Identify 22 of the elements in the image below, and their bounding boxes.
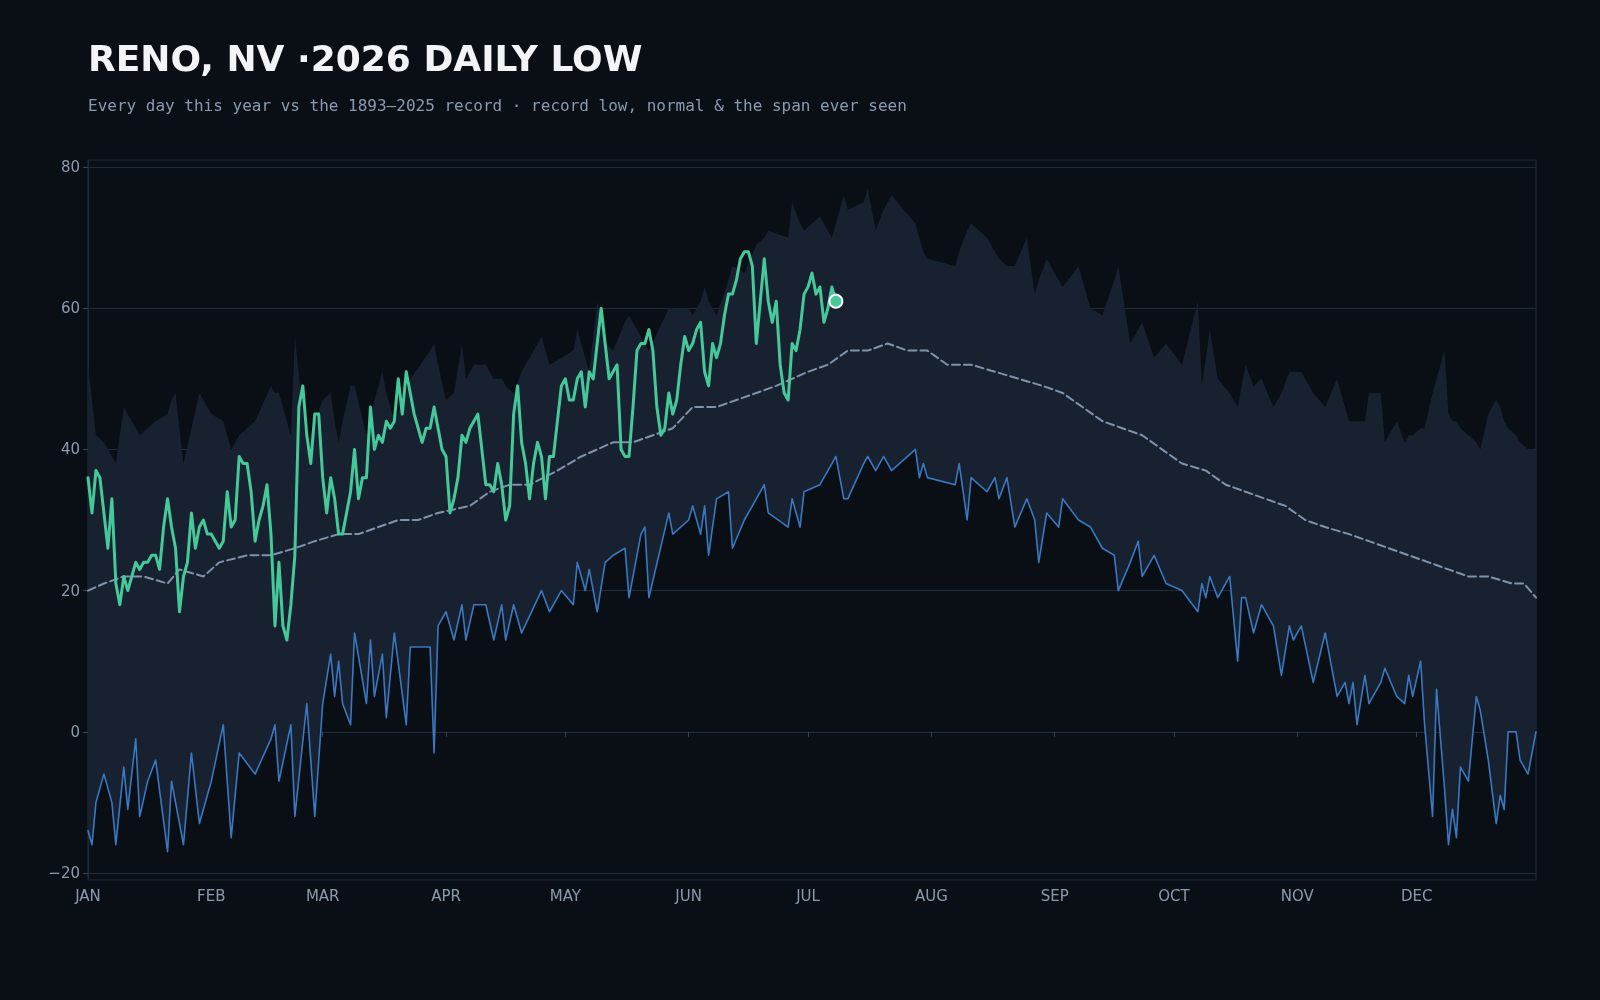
y-tick-label: −20: [48, 863, 80, 882]
x-tick-label: NOV: [1280, 886, 1315, 905]
chart-title: RENO, NV ·2026 DAILY LOW: [88, 38, 643, 79]
x-tick-label: JUN: [674, 886, 702, 905]
chart-subtitle: Every day this year vs the 1893–2025 record · record low, normal & the span ever seen: [88, 96, 907, 115]
x-tick-label: AUG: [914, 886, 948, 905]
y-tick-label: 80: [60, 158, 80, 177]
x-tick-label: OCT: [1158, 886, 1191, 905]
x-tick-label: APR: [431, 886, 461, 905]
x-tick-label: JAN: [74, 886, 101, 905]
x-tick-label: MAY: [549, 886, 582, 905]
x-tick-label: JUL: [795, 886, 821, 905]
y-tick-label: 40: [60, 440, 80, 459]
line-series: [87, 342, 1537, 599]
y-tick-label: 0: [70, 722, 80, 741]
x-tick-label: SEP: [1040, 886, 1069, 905]
y-tick-label: 60: [60, 299, 80, 318]
y-tick-label: 20: [60, 581, 80, 600]
x-tick-label: MAR: [305, 886, 340, 905]
x-tick-label: FEB: [197, 886, 226, 905]
line-series: [87, 448, 1537, 853]
x-tick-label: DEC: [1400, 886, 1433, 905]
